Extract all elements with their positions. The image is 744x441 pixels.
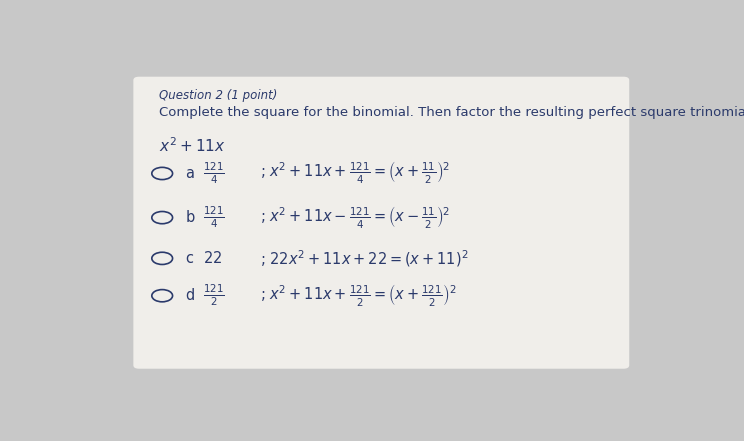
Text: Complete the square for the binomial. Then factor the resulting perfect square t: Complete the square for the binomial. Th… (159, 105, 744, 119)
Text: ; $x^2 + 11x + \frac{121}{2} = \left(x + \frac{121}{2}\right)^2$: ; $x^2 + 11x + \frac{121}{2} = \left(x +… (260, 283, 457, 309)
Text: $\frac{121}{2}$: $\frac{121}{2}$ (202, 283, 224, 308)
Text: ; $x^2 + 11x - \frac{121}{4} = \left(x - \frac{11}{2}\right)^2$: ; $x^2 + 11x - \frac{121}{4} = \left(x -… (260, 205, 451, 231)
Text: $x^2 + 11x$: $x^2 + 11x$ (159, 136, 226, 155)
Text: a: a (185, 166, 194, 181)
Text: $22$: $22$ (202, 250, 222, 266)
Text: b: b (185, 210, 194, 225)
Text: $\frac{121}{4}$: $\frac{121}{4}$ (202, 205, 224, 230)
Text: c: c (185, 251, 193, 266)
Text: Question 2 (1 point): Question 2 (1 point) (159, 89, 278, 101)
Text: ; $x^2 + 11x + \frac{121}{4} = \left(x + \frac{11}{2}\right)^2$: ; $x^2 + 11x + \frac{121}{4} = \left(x +… (260, 161, 451, 187)
Text: ; $22x^2 + 11x + 22 = (x+11)^2$: ; $22x^2 + 11x + 22 = (x+11)^2$ (260, 248, 469, 269)
Text: $\frac{121}{4}$: $\frac{121}{4}$ (202, 161, 224, 186)
FancyBboxPatch shape (133, 77, 629, 369)
Text: d: d (185, 288, 194, 303)
